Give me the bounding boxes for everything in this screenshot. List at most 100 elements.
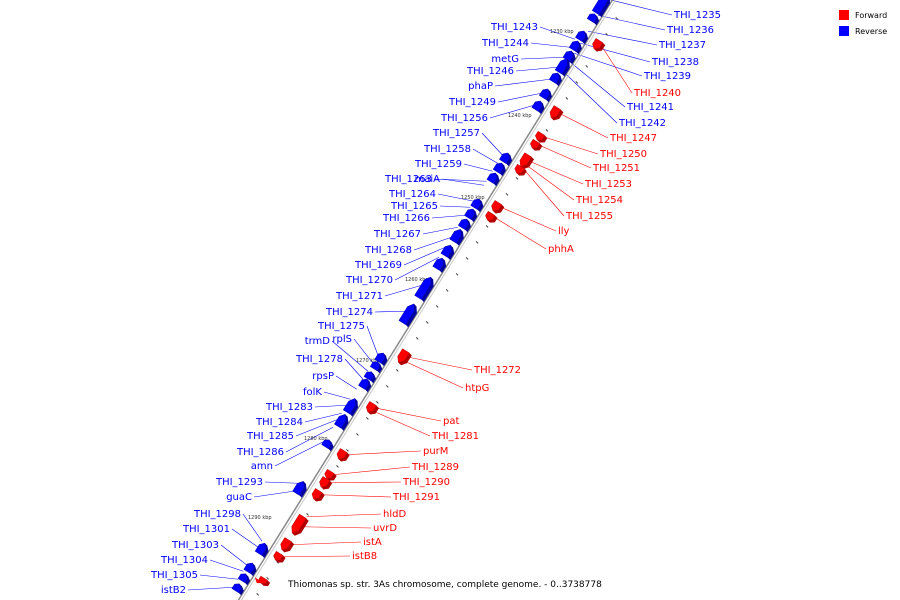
- forward-gene-arrow[interactable]: [291, 513, 307, 534]
- forward-gene-arrow[interactable]: [319, 476, 331, 488]
- forward-gene-label: THI_1253: [584, 179, 632, 190]
- reverse-gene-label: THI_1304: [160, 555, 208, 566]
- reverse-gene-label-callout: [489, 104, 534, 119]
- forward-gene-arrow[interactable]: [311, 488, 323, 500]
- reverse-gene-label-callout: [366, 325, 379, 356]
- reverse-gene-arrow[interactable]: [363, 371, 374, 382]
- forward-gene-label-callout: [374, 407, 442, 422]
- forward-gene-arrow[interactable]: [397, 348, 410, 364]
- scale-dash: [505, 192, 509, 196]
- scale-dash: [366, 416, 369, 420]
- reverse-gene-label: THI_1256: [440, 113, 488, 124]
- reverse-gene-arrow[interactable]: [398, 303, 415, 326]
- forward-gene-arrow-shade: [281, 541, 295, 553]
- forward-gene-label: THI_1290: [402, 477, 450, 488]
- reverse-gene-arrow[interactable]: [586, 13, 597, 24]
- reverse-gene-arrow[interactable]: [554, 58, 568, 75]
- reverse-gene-label-callout: [494, 78, 551, 87]
- kbp-mark: 1260 kbp: [405, 277, 429, 283]
- reverse-gene-label: THI_1305: [150, 570, 198, 581]
- forward-gene-arrow[interactable]: [254, 577, 263, 584]
- forward-gene-arrow[interactable]: [519, 152, 532, 168]
- reverse-gene-label: THI_1239: [643, 71, 691, 82]
- forward-gene-arrow[interactable]: [549, 105, 562, 119]
- reverse-gene-arrow-shade: [598, 0, 611, 18]
- reverse-gene-arrow[interactable]: [486, 172, 498, 184]
- scale-dash: [585, 64, 589, 68]
- scale-dash: [336, 464, 339, 468]
- forward-gene-arrow-shade: [292, 518, 309, 536]
- forward-gene-arrow[interactable]: [485, 210, 496, 221]
- reverse-gene-arrow[interactable]: [492, 162, 504, 174]
- kbp-mark: 1280 kbp: [304, 436, 328, 442]
- reverse-gene-label-callout: [587, 30, 658, 46]
- reverse-gene-arrow[interactable]: [342, 398, 356, 415]
- reverse-gene-label: istB2: [161, 585, 186, 596]
- reverse-gene-arrow[interactable]: [464, 208, 475, 220]
- forward-gene-arrow[interactable]: [491, 200, 503, 212]
- forward-gene-label: THI_1247: [609, 133, 657, 144]
- reverse-gene-label: rpsP: [312, 371, 334, 382]
- reverse-gene-label: THI_1263: [384, 174, 432, 185]
- forward-gene-arrow[interactable]: [324, 468, 335, 479]
- forward-gene-arrow[interactable]: [530, 138, 541, 149]
- reverse-gene-label-callout: [384, 284, 422, 297]
- reverse-gene-arrow[interactable]: [334, 413, 347, 429]
- reverse-gene-arrow[interactable]: [432, 257, 444, 271]
- reverse-gene-label-callout: [439, 205, 471, 208]
- scale-dash: [415, 336, 419, 340]
- reverse-gene-label-callout: [403, 246, 446, 266]
- reverse-gene-label: THI_1243: [490, 22, 538, 33]
- reverse-gene-label-callout: [314, 404, 347, 408]
- callout-lines: [187, 0, 673, 591]
- reverse-gene-arrow[interactable]: [231, 583, 242, 594]
- forward-gene-arrow[interactable]: [535, 130, 546, 141]
- forward-gene-arrow[interactable]: [592, 38, 604, 50]
- forward-gene-label: THI_1254: [575, 195, 623, 206]
- forward-gene-label: hldD: [383, 509, 406, 520]
- reverse-gene-arrow[interactable]: [237, 573, 248, 584]
- reverse-gene-arrow[interactable]: [531, 100, 543, 112]
- reverse-gene-arrow[interactable]: [498, 152, 510, 164]
- reverse-gene-arrow[interactable]: [243, 562, 255, 574]
- reverse-gene-label-callout: [353, 338, 374, 364]
- reverse-gene-label-callout: [264, 481, 299, 484]
- reverse-gene-arrow[interactable]: [538, 88, 550, 100]
- reverse-gene-arrow[interactable]: [254, 542, 267, 556]
- reverse-gene-arrow[interactable]: [457, 218, 469, 230]
- forward-gene-label: THI_1250: [599, 149, 647, 160]
- forward-gene-arrow[interactable]: [365, 401, 377, 413]
- reverse-gene-arrow[interactable]: [292, 480, 305, 496]
- reverse-gene-label: THI_1274: [325, 307, 373, 318]
- reverse-gene-arrow-shade: [561, 58, 570, 77]
- forward-gene-arrow[interactable]: [514, 163, 525, 174]
- forward-gene-arrow-shade: [326, 473, 337, 481]
- reverse-gene-arrow[interactable]: [414, 276, 432, 300]
- reverse-gene-arrow[interactable]: [470, 198, 482, 210]
- reverse-gene-arrow[interactable]: [374, 352, 386, 364]
- forward-gene-label: pat: [443, 416, 459, 427]
- forward-gene-label-callout: [406, 356, 473, 371]
- reverse-gene-arrow[interactable]: [568, 40, 580, 52]
- reverse-gene-arrow-shade: [471, 208, 478, 223]
- reverse-gene-arrow[interactable]: [575, 30, 586, 42]
- reverse-gene-arrow[interactable]: [591, 0, 608, 16]
- reverse-gene-label: guaC: [226, 492, 252, 503]
- forward-gene-label-callout: [528, 160, 584, 185]
- reverse-gene-label: THI_1242: [618, 118, 666, 129]
- reverse-gene-arrow[interactable]: [358, 378, 369, 390]
- forward-gene-arrow[interactable]: [273, 550, 284, 561]
- reverse-gene-arrow[interactable]: [369, 361, 381, 372]
- reverse-gene-arrow[interactable]: [449, 228, 462, 244]
- forward-gene-arrow[interactable]: [336, 448, 348, 460]
- reverse-gene-arrow[interactable]: [440, 244, 453, 258]
- reverse-gene-arrow[interactable]: [321, 439, 332, 450]
- scale-dash: [356, 432, 359, 436]
- reverse-gene-arrow-shade: [370, 371, 377, 384]
- forward-gene-label-callout: [600, 44, 633, 94]
- forward-gene-arrow[interactable]: [280, 537, 292, 551]
- reverse-gene-label: THI_1270: [345, 275, 393, 286]
- forward-gene-label: THI_1289: [411, 462, 459, 473]
- reverse-gene-arrow[interactable]: [548, 72, 560, 84]
- reverse-gene-label-callout: [497, 92, 542, 103]
